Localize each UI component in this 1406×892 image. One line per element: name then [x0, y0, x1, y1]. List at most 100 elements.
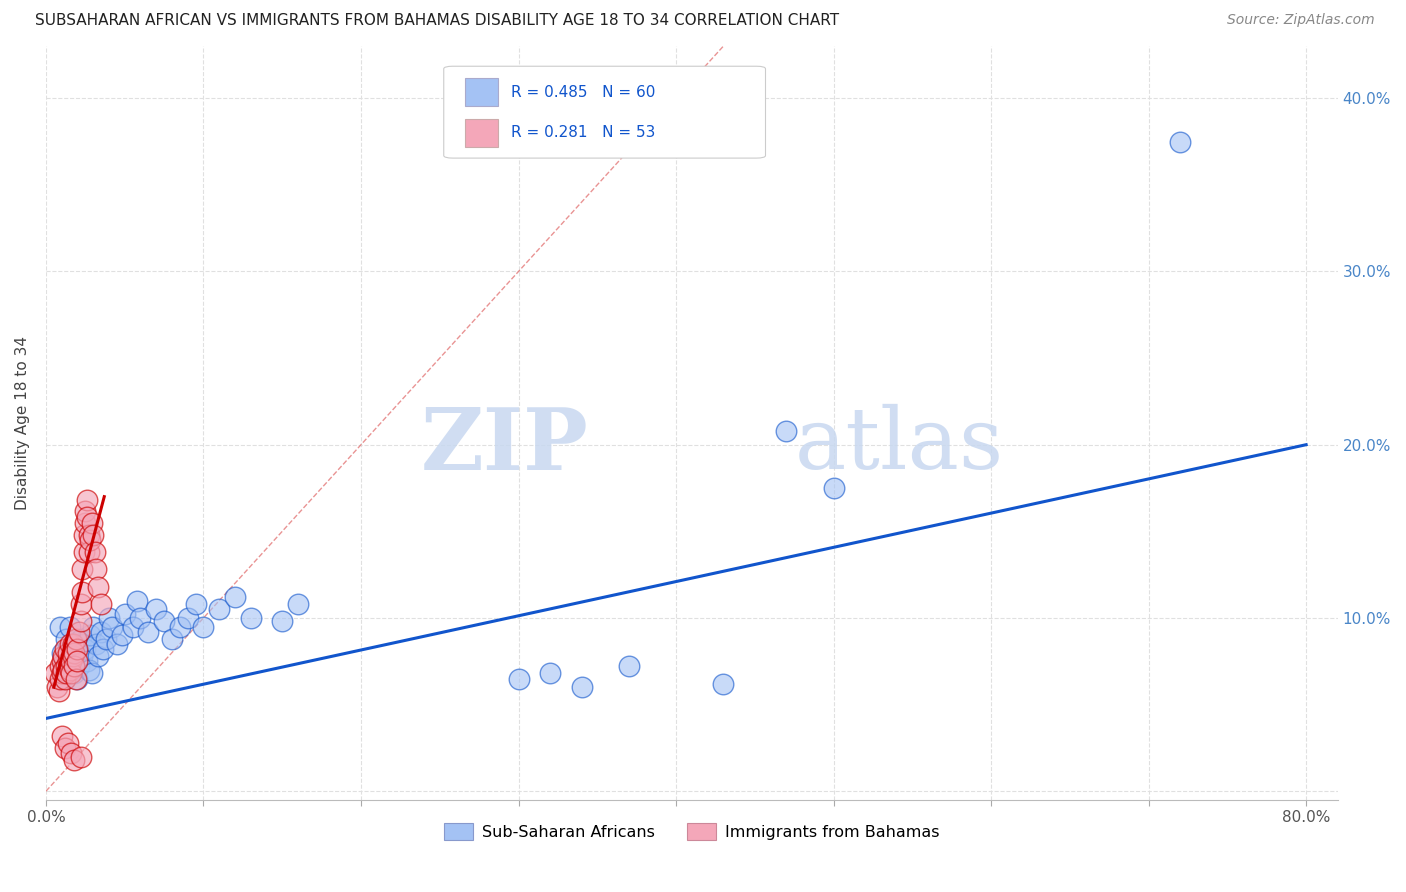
Point — [66, 672, 89, 686]
Point — [127, 593, 149, 607]
Point — [63, 666, 86, 681]
Point — [82, 619, 104, 633]
Point — [73, 545, 96, 559]
Point — [69, 615, 91, 629]
Point — [63, 637, 86, 651]
Point — [90, 624, 112, 639]
Point — [76, 654, 98, 668]
Legend: Sub-Saharan Africans, Immigrants from Bahamas: Sub-Saharan Africans, Immigrants from Ba… — [437, 817, 946, 847]
Text: SUBSAHARAN AFRICAN VS IMMIGRANTS FROM BAHAMAS DISABILITY AGE 18 TO 34 CORRELATIO: SUBSAHARAN AFRICAN VS IMMIGRANTS FROM BA… — [35, 13, 839, 29]
Point — [69, 597, 91, 611]
Point — [160, 632, 183, 646]
Y-axis label: Disability Age 18 to 34: Disability Age 18 to 34 — [15, 336, 30, 510]
Point — [75, 516, 97, 530]
Point — [66, 646, 89, 660]
Point — [62, 663, 84, 677]
Point — [56, 646, 79, 660]
Point — [1168, 135, 1191, 149]
Point — [86, 637, 108, 651]
Point — [69, 749, 91, 764]
Point — [239, 611, 262, 625]
Point — [55, 632, 77, 646]
Point — [60, 642, 83, 657]
Point — [571, 680, 593, 694]
Point — [69, 632, 91, 646]
Point — [51, 646, 73, 660]
Point — [87, 580, 110, 594]
Point — [59, 637, 82, 651]
Point — [63, 753, 86, 767]
Point — [49, 619, 72, 633]
Point — [59, 666, 82, 681]
Point — [55, 666, 77, 681]
Point — [52, 648, 75, 663]
Point — [287, 597, 309, 611]
Point — [76, 510, 98, 524]
Point — [193, 619, 215, 633]
Point — [48, 683, 70, 698]
Point — [56, 654, 79, 668]
Point — [49, 672, 72, 686]
Point — [75, 503, 97, 517]
Point — [77, 545, 100, 559]
Point — [44, 666, 66, 681]
Point — [56, 654, 79, 668]
Point — [94, 632, 117, 646]
Point — [67, 624, 90, 639]
Text: ZIP: ZIP — [420, 404, 589, 488]
Point — [56, 736, 79, 750]
Point — [70, 585, 93, 599]
Point — [53, 672, 76, 686]
Point — [63, 659, 86, 673]
Point — [60, 746, 83, 760]
Point — [63, 646, 86, 660]
Point — [70, 562, 93, 576]
Point — [775, 424, 797, 438]
Point — [60, 654, 83, 668]
Point — [105, 637, 128, 651]
Point — [53, 672, 76, 686]
Point — [60, 666, 83, 681]
Point — [65, 632, 87, 646]
Point — [138, 624, 160, 639]
Point — [101, 619, 124, 633]
Point — [53, 740, 76, 755]
Point — [51, 654, 73, 668]
Point — [51, 729, 73, 743]
Point — [121, 619, 143, 633]
Point — [80, 666, 103, 681]
Point — [224, 590, 246, 604]
Point — [52, 659, 75, 673]
Point — [67, 659, 90, 673]
Point — [79, 533, 101, 547]
Point — [59, 663, 82, 677]
Point — [73, 528, 96, 542]
Point — [83, 545, 105, 559]
Point — [145, 602, 167, 616]
Point — [508, 672, 530, 686]
Point — [77, 528, 100, 542]
Point — [169, 619, 191, 633]
Point — [208, 602, 231, 616]
Point — [110, 628, 132, 642]
Point — [62, 648, 84, 663]
Point — [60, 648, 83, 663]
Text: atlas: atlas — [796, 404, 1004, 487]
Point — [77, 663, 100, 677]
Point — [55, 659, 77, 673]
Point — [86, 562, 108, 576]
Point — [87, 648, 110, 663]
Point — [66, 642, 89, 657]
Point — [271, 615, 294, 629]
Point — [79, 628, 101, 642]
Point — [53, 642, 76, 657]
Text: Source: ZipAtlas.com: Source: ZipAtlas.com — [1227, 13, 1375, 28]
Point — [65, 672, 87, 686]
Point — [538, 666, 561, 681]
Point — [114, 607, 136, 622]
Point — [153, 615, 176, 629]
Point — [46, 680, 69, 694]
Point — [76, 493, 98, 508]
Point — [617, 659, 640, 673]
Point — [177, 611, 200, 625]
